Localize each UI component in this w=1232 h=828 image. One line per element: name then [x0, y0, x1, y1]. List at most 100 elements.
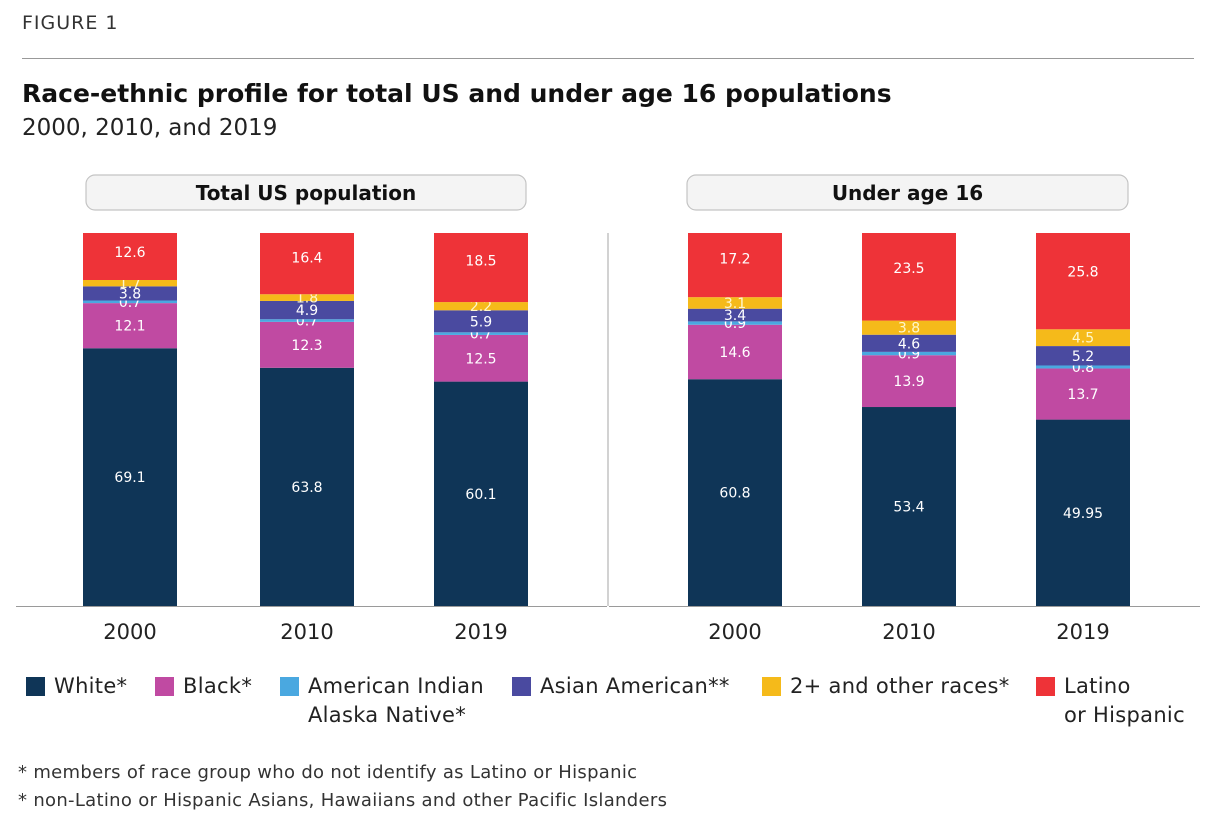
- bar-segment-american-indian-alaska-native: [1036, 365, 1130, 369]
- bar-segment-asian-american: [260, 300, 354, 320]
- bar-segment-white: [434, 381, 528, 606]
- data-label-white: 63.8: [291, 480, 322, 496]
- data-label-asian-american: 4.6: [898, 336, 920, 352]
- data-label-2-and-other-races: 3.8: [898, 321, 920, 337]
- data-label-2-and-other-races: 4.5: [1072, 331, 1094, 347]
- bar-segment-black: [83, 303, 177, 349]
- legend-swatch-two-or-more: [762, 677, 781, 696]
- legend-item-black: Black*: [155, 672, 252, 701]
- bar-segment-asian-american: [1036, 346, 1130, 366]
- data-label-white: 60.1: [465, 487, 496, 503]
- x-tick-label: 2019: [1056, 620, 1109, 644]
- legend-item-two-or-more: 2+ and other races*: [762, 672, 1010, 701]
- bar-segment-asian-american: [83, 286, 177, 301]
- data-label-asian-american: 5.2: [1072, 349, 1094, 365]
- data-label-latino-or-hispanic: 23.5: [893, 261, 924, 277]
- data-label-asian-american: 3.8: [119, 286, 141, 302]
- figure-label: FIGURE 1: [22, 12, 119, 34]
- bar-segment-2-and-other-races: [260, 294, 354, 301]
- panel-title: Total US population: [196, 181, 417, 205]
- bar-segment-latino-or-hispanic: [1036, 233, 1130, 330]
- x-tick-label: 2000: [103, 620, 156, 644]
- bar-segment-white: [83, 348, 177, 606]
- bar-segment-black: [434, 334, 528, 382]
- data-label-latino-or-hispanic: 12.6: [114, 245, 145, 261]
- x-tick-label: 2010: [280, 620, 333, 644]
- bar-segment-2-and-other-races: [1036, 329, 1130, 347]
- data-label-black: 12.3: [291, 338, 322, 354]
- data-label-black: 14.6: [719, 345, 750, 361]
- legend-item-american-indian: American Indian Alaska Native*: [280, 672, 484, 730]
- data-label-latino-or-hispanic: 25.8: [1067, 265, 1098, 281]
- bar-segment-latino-or-hispanic: [862, 233, 956, 321]
- legend-item-asian-american: Asian American**: [512, 672, 730, 701]
- data-label-white: 69.1: [114, 470, 145, 486]
- legend-label-asian-american: Asian American**: [540, 674, 730, 698]
- bar-segment-2-and-other-races: [434, 302, 528, 311]
- legend-swatch-american-indian: [280, 677, 299, 696]
- bar-segment-latino-or-hispanic: [688, 233, 782, 298]
- data-label-2-and-other-races: 1.8: [296, 291, 318, 307]
- bar-segment-black: [1036, 368, 1130, 420]
- data-label-white: 49.95: [1063, 506, 1103, 522]
- panel-header-box: [686, 174, 1129, 211]
- bar-segment-latino-or-hispanic: [434, 233, 528, 303]
- bar-segment-american-indian-alaska-native: [688, 321, 782, 325]
- data-label-2-and-other-races: 3.1: [724, 296, 746, 312]
- panel-title: Under age 16: [832, 181, 983, 205]
- footnote-1: * members of race group who do not ident…: [18, 762, 638, 783]
- legend-item-latino: Latino or Hispanic: [1036, 672, 1185, 730]
- stacked-bar-chart: Total US population69.112.10.73.81.712.6…: [16, 174, 1200, 644]
- data-label-latino-or-hispanic: 17.2: [719, 252, 750, 268]
- legend-swatch-white: [26, 677, 45, 696]
- legend-label-white: White*: [54, 674, 128, 698]
- bar-segment-2-and-other-races: [862, 320, 956, 335]
- bar-segment-american-indian-alaska-native: [260, 319, 354, 322]
- bar-segment-black: [688, 324, 782, 380]
- footnote-2: * non-Latino or Hispanic Asians, Hawaiia…: [18, 790, 668, 811]
- bar-segment-2-and-other-races: [688, 297, 782, 309]
- data-label-asian-american: 4.9: [296, 303, 318, 319]
- data-label-asian-american: 3.4: [724, 308, 746, 324]
- bar-segment-asian-american: [862, 334, 956, 352]
- data-label-2-and-other-races: 2.2: [470, 299, 492, 315]
- bar-segment-asian-american: [688, 308, 782, 322]
- data-label-white: 53.4: [893, 500, 924, 516]
- legend-label-black: Black*: [183, 674, 253, 698]
- header-divider: [22, 58, 1194, 59]
- bar-segment-2-and-other-races: [83, 279, 177, 287]
- legend: White* Black* American Indian Alaska Nat…: [26, 672, 1216, 732]
- bar-segment-american-indian-alaska-native: [83, 300, 177, 304]
- chart-subtitle: 2000, 2010, and 2019: [22, 115, 278, 141]
- bar-segment-latino-or-hispanic: [83, 233, 177, 280]
- bar-segment-white: [688, 379, 782, 606]
- bar-segment-american-indian-alaska-native: [862, 351, 956, 356]
- legend-item-white: White*: [26, 672, 127, 701]
- data-label-latino-or-hispanic: 18.5: [465, 254, 496, 270]
- data-label-black: 13.7: [1067, 387, 1098, 403]
- data-label-white: 60.8: [719, 486, 750, 502]
- bar-segment-american-indian-alaska-native: [434, 332, 528, 335]
- legend-label-two-or-more: 2+ and other races*: [790, 674, 1010, 698]
- data-label-black: 13.9: [893, 374, 924, 390]
- data-label-asian-american: 5.9: [470, 314, 492, 330]
- bar-segment-white: [1036, 419, 1130, 606]
- data-label-2-and-other-races: 1.7: [119, 276, 141, 292]
- legend-swatch-asian-american: [512, 677, 531, 696]
- x-tick-label: 2010: [882, 620, 935, 644]
- bar-segment-latino-or-hispanic: [260, 233, 354, 295]
- bar-segment-black: [862, 355, 956, 408]
- x-tick-label: 2000: [708, 620, 761, 644]
- bar-segment-white: [260, 367, 354, 606]
- legend-label-latino: Latino or Hispanic: [1064, 674, 1185, 727]
- legend-label-american-indian: American Indian Alaska Native*: [308, 674, 484, 727]
- bar-segment-white: [862, 407, 956, 606]
- bar-segment-black: [260, 321, 354, 368]
- x-tick-label: 2019: [454, 620, 507, 644]
- bar-segment-asian-american: [434, 310, 528, 333]
- chart-title: Race-ethnic profile for total US and und…: [22, 79, 892, 108]
- data-label-black: 12.1: [114, 319, 145, 335]
- data-label-black: 12.5: [465, 351, 496, 367]
- data-label-latino-or-hispanic: 16.4: [291, 250, 322, 266]
- legend-swatch-black: [155, 677, 174, 696]
